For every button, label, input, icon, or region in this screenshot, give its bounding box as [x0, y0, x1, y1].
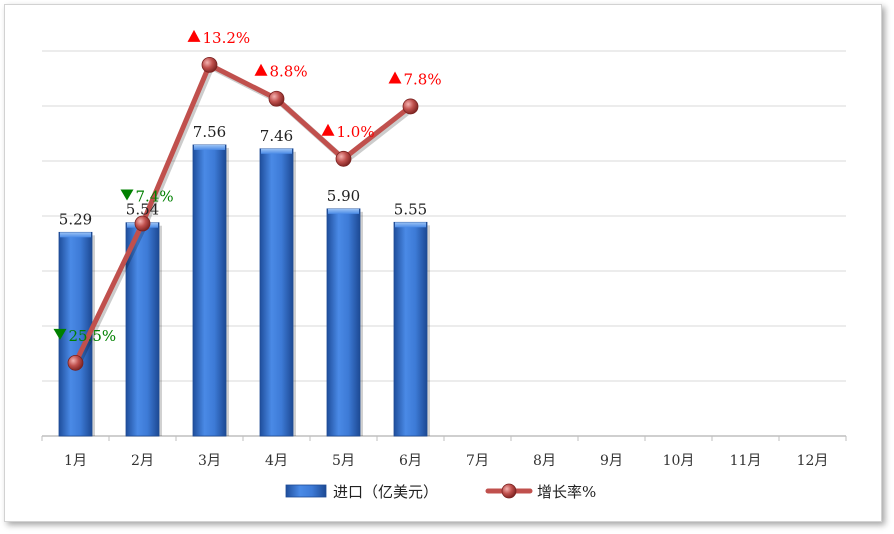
legend-label: 进口（亿美元）	[333, 483, 438, 501]
growth-rate-label: 7.8%	[388, 70, 442, 88]
bar-body	[192, 144, 227, 437]
growth-rate-value: 7.8%	[404, 70, 442, 88]
bar	[125, 222, 162, 437]
legend: 进口（亿美元） 增长率%	[285, 483, 596, 501]
x-tick-label: 4月	[265, 453, 288, 469]
x-tick-label: 10月	[663, 453, 695, 469]
growth-rate-label: 13.2%	[187, 29, 251, 47]
growth-rate-label: 25.5%	[53, 327, 117, 345]
x-tick-label: 8月	[533, 453, 556, 469]
x-tick-label: 11月	[730, 453, 762, 469]
growth-rate-label: 7.4%	[120, 187, 174, 205]
legend-label: 增长率%	[537, 483, 596, 501]
bar-cap	[261, 148, 292, 154]
bar-value-label: 5.29	[59, 210, 92, 228]
x-axis: 1月 2月 3月 4月 5月 6月 7月 8月 9月 10月 11月 12月	[41, 435, 847, 469]
bar-value-label: 7.46	[260, 127, 293, 145]
down-arrow-icon	[120, 189, 134, 201]
x-tick-label: 12月	[797, 453, 829, 469]
line-marker	[268, 90, 285, 107]
bar-body	[58, 231, 93, 437]
bar-cap	[395, 222, 426, 228]
x-tick-label: 7月	[466, 453, 489, 469]
line-series	[67, 56, 419, 371]
bar-value-label: 5.55	[394, 200, 427, 218]
bar-body	[326, 208, 361, 437]
up-arrow-icon	[388, 71, 402, 84]
growth-rate-value: 13.2%	[203, 29, 251, 47]
bar-value-label: 5.54	[126, 201, 159, 219]
x-tick-label: 6月	[399, 453, 422, 469]
bar-body	[259, 148, 294, 437]
growth-rate-value: 1.0%	[337, 123, 375, 141]
bar-body	[393, 221, 428, 437]
bar	[393, 221, 430, 437]
bar-value-label: 7.56	[193, 123, 226, 141]
x-tick-label: 9月	[600, 453, 623, 469]
up-arrow-icon	[321, 123, 335, 136]
up-arrow-icon	[254, 63, 268, 76]
line-marker	[335, 150, 352, 167]
up-arrow-icon	[187, 29, 201, 42]
x-tick-label: 5月	[332, 453, 355, 469]
growth-line	[73, 62, 413, 366]
bar-value-label: 5.90	[327, 187, 360, 205]
legend-item-imports: 进口（亿美元）	[285, 483, 438, 501]
growth-rate-label: 8.8%	[254, 63, 308, 81]
line-marker	[134, 215, 151, 232]
bar-cap	[60, 232, 91, 238]
gridlines	[42, 50, 846, 437]
growth-rate-value: 8.8%	[270, 63, 308, 81]
down-arrow-icon	[53, 328, 67, 340]
line-marker	[201, 56, 218, 73]
x-tick-label: 3月	[198, 453, 221, 469]
x-tick-label: 1月	[64, 453, 87, 469]
growth-rate-value: 25.5%	[69, 327, 117, 345]
growth-rate-label: 1.0%	[321, 123, 375, 141]
bar	[192, 144, 229, 437]
bar-cap	[194, 144, 225, 150]
legend-item-growth: 增长率%	[485, 483, 596, 501]
legend-bar-swatch	[285, 484, 327, 498]
line-marker	[402, 98, 419, 115]
growth-rate-value: 7.4%	[136, 187, 174, 205]
bar	[326, 208, 363, 437]
data-labels: 5.29 5.54 7.56 7.46 5.90 5.55 25.5% 7.4% 13.2% 8.…	[53, 29, 442, 345]
bar-cap	[328, 208, 359, 214]
legend-marker	[501, 483, 517, 499]
line-marker	[67, 354, 84, 371]
bar	[259, 148, 296, 437]
x-tick-label: 2月	[131, 453, 154, 469]
